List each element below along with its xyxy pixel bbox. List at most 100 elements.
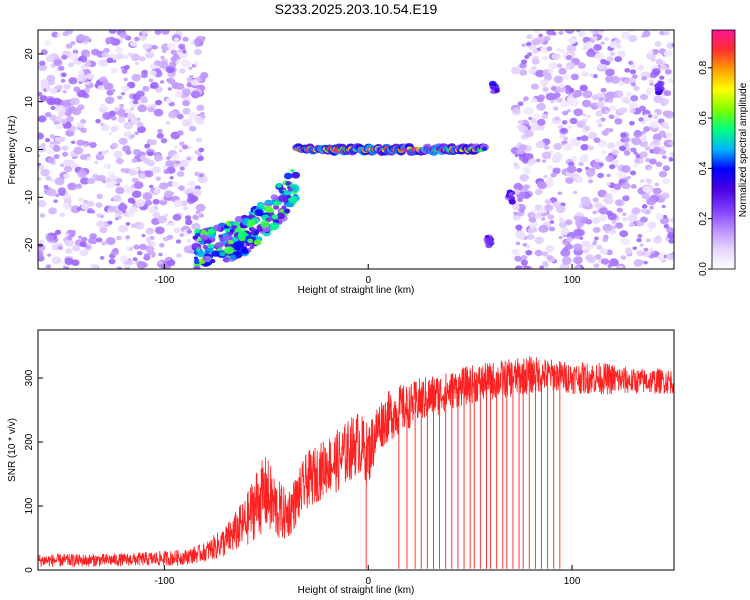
heatmap-cell bbox=[661, 192, 670, 200]
heatmap-cell bbox=[43, 184, 49, 189]
snr-panel: -100 0 100 0 100 200 300 Height of straight l… bbox=[7, 329, 675, 596]
heatmap-cell bbox=[52, 145, 61, 152]
heatmap-cell bbox=[159, 243, 165, 248]
heatmap-cell bbox=[606, 142, 616, 149]
heatmap-cell bbox=[151, 103, 157, 108]
heatmap-cell bbox=[179, 141, 185, 146]
heatmap-cell bbox=[48, 207, 58, 215]
heatmap-cell bbox=[145, 227, 155, 235]
heatmap-cell bbox=[622, 212, 627, 216]
heatmap-cell bbox=[90, 209, 96, 214]
heatmap-cell bbox=[600, 248, 608, 255]
heatmap-cell bbox=[663, 224, 670, 229]
heatmap-cell bbox=[264, 200, 270, 205]
heatmap-cell bbox=[535, 158, 541, 163]
heatmap-cell bbox=[517, 124, 525, 130]
heatmap-cell bbox=[47, 253, 52, 257]
heatmap-cell bbox=[648, 79, 654, 84]
heatmap-cell bbox=[57, 65, 65, 71]
heatmap-cell bbox=[77, 57, 83, 62]
heatmap-cell bbox=[114, 46, 124, 54]
heatmap-cell bbox=[131, 223, 138, 229]
heatmap-cell bbox=[71, 230, 76, 234]
heatmap-cell bbox=[106, 165, 111, 169]
heatmap-cell bbox=[197, 175, 208, 184]
heatmap-cell bbox=[44, 111, 52, 118]
heatmap-cell bbox=[573, 175, 583, 184]
heatmap-cell bbox=[514, 255, 522, 262]
heatmap-cell bbox=[179, 166, 185, 171]
heatmap-cell bbox=[633, 85, 640, 91]
heatmap-cell bbox=[144, 143, 151, 149]
heatmap-cell bbox=[228, 240, 234, 245]
heatmap-cell bbox=[169, 221, 176, 226]
heatmap-cell bbox=[649, 248, 655, 253]
heatmap-cell bbox=[140, 37, 146, 42]
heatmap-cell bbox=[207, 228, 216, 235]
heatmap-cell bbox=[126, 81, 136, 89]
heatmap-cell bbox=[119, 32, 128, 39]
heatmap-cell bbox=[608, 258, 619, 267]
heatmap-cell bbox=[38, 132, 44, 140]
heatmap-cell bbox=[565, 219, 573, 226]
heatmap-cell bbox=[628, 222, 635, 228]
heatmap-cell bbox=[187, 117, 193, 122]
heatmap-cell bbox=[283, 172, 293, 180]
heatmap-cell bbox=[224, 246, 234, 255]
heatmap-cell bbox=[524, 129, 534, 138]
heatmap-cell bbox=[43, 78, 48, 82]
heatmap-cell bbox=[609, 51, 615, 57]
heatmap-cell bbox=[95, 202, 103, 208]
heatmap-cell bbox=[38, 164, 45, 171]
heatmap-cell bbox=[238, 231, 248, 239]
heatmap-cell bbox=[53, 154, 60, 160]
heatmap-cell bbox=[575, 211, 582, 217]
heatmap-cell bbox=[157, 215, 168, 224]
heatmap-cell bbox=[55, 193, 60, 198]
heatmap-cell bbox=[490, 89, 496, 94]
heatmap-cell bbox=[99, 256, 105, 260]
heatmap-cell bbox=[647, 221, 657, 229]
heatmap-cell bbox=[553, 75, 564, 84]
heatmap-cell bbox=[520, 259, 528, 266]
heatmap-cell bbox=[117, 95, 123, 100]
heatmap-cell bbox=[102, 112, 112, 120]
heatmap-cell bbox=[64, 238, 74, 247]
heatmap-cell bbox=[192, 235, 198, 240]
x-tick-label: 0 bbox=[365, 576, 371, 587]
heatmap-cell bbox=[662, 165, 671, 172]
heatmap-cell bbox=[53, 199, 58, 204]
heatmap-cell bbox=[123, 263, 130, 269]
heatmap-cell bbox=[132, 148, 142, 156]
heatmap-cell bbox=[581, 198, 591, 207]
heatmap-cell bbox=[526, 42, 532, 47]
heatmap-cell bbox=[620, 132, 627, 138]
heatmap-cell bbox=[538, 33, 543, 38]
heatmap-cell bbox=[63, 165, 73, 173]
heatmap-cell bbox=[77, 73, 88, 82]
heatmap-cell bbox=[46, 264, 52, 269]
heatmap-cell bbox=[612, 159, 619, 165]
heatmap-cell bbox=[162, 236, 169, 242]
heatmap-cell bbox=[63, 198, 72, 205]
heatmap-cell bbox=[126, 246, 131, 250]
heatmap-cell bbox=[38, 153, 41, 158]
heatmap-cell bbox=[194, 150, 199, 154]
heatmap-cell bbox=[554, 116, 560, 121]
heatmap-cell bbox=[134, 222, 145, 230]
heatmap-cell bbox=[481, 146, 488, 151]
heatmap-cell bbox=[598, 214, 607, 222]
heatmap-cell bbox=[548, 226, 556, 232]
heatmap-cell bbox=[191, 222, 201, 231]
heatmap-cell bbox=[588, 179, 594, 184]
heatmap-cell bbox=[241, 248, 249, 255]
heatmap-cell bbox=[67, 159, 76, 166]
heatmap-cell bbox=[536, 96, 545, 103]
heatmap-cell bbox=[610, 229, 617, 235]
heatmap-cell bbox=[165, 256, 171, 261]
heatmap-cell bbox=[70, 140, 76, 145]
heatmap-cell bbox=[573, 228, 583, 237]
heatmap-cell bbox=[140, 72, 148, 79]
heatmap-cell bbox=[526, 34, 533, 40]
heatmap-cell bbox=[115, 53, 124, 60]
